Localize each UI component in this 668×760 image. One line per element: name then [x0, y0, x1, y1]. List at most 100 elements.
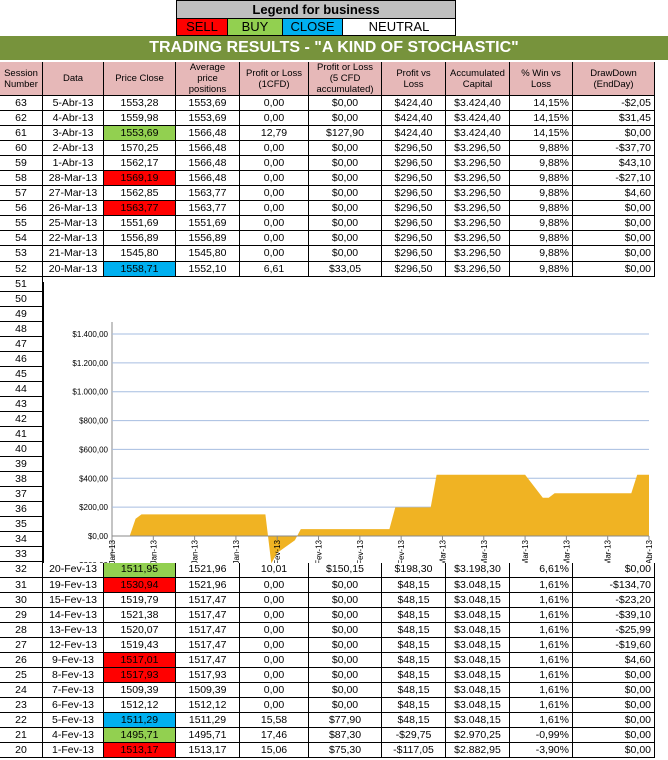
cell-9: -$19,60: [573, 637, 655, 653]
cell-1: 22-Mar-13: [43, 231, 104, 247]
y-tick-label: $600,00: [79, 445, 108, 454]
cell-8: 9,88%: [510, 231, 573, 247]
table-row: 21 4-Fev-13 1495,71 1495,71 17,46 $87,30 -$29,…: [0, 727, 655, 744]
cell-8: 1,61%: [510, 637, 573, 653]
table-row: 52 20-Mar-13 1558,71 1552,10 6,61 $33,05 $296,…: [0, 261, 655, 277]
cell-9: -$27,10: [573, 171, 655, 187]
cell-2: 1570,25: [104, 141, 176, 157]
column-header: Profit or Loss (1CFD): [240, 62, 309, 96]
table-row: 33: [0, 547, 655, 563]
table-row: 61 3-Abr-13 1553,69 1566,48 12,79 $127,90 $424…: [0, 126, 655, 142]
cell-2: 1512,12: [104, 697, 176, 713]
cell-3: 1521,96: [176, 577, 240, 593]
cell-9: $0,00: [573, 697, 655, 713]
cell-1: 25-Mar-13: [43, 216, 104, 232]
cell-1: 5-Fev-13: [43, 712, 104, 728]
cell-7: $3.048,15: [446, 577, 510, 593]
cell-4: 0,00: [240, 637, 309, 653]
cell-2: 1509,39: [104, 682, 176, 698]
cell-3: 1551,69: [176, 216, 240, 232]
cell-9: -$134,70: [573, 577, 655, 593]
cell-5: $0,00: [309, 652, 382, 668]
cell-8: 1,61%: [510, 607, 573, 623]
cell-4: 0,00: [240, 246, 309, 262]
cell-8: 6,61%: [510, 562, 573, 578]
cell-5: $127,90: [309, 126, 382, 142]
cell-3: 1512,12: [176, 697, 240, 713]
cell-6: $296,50: [382, 231, 446, 247]
cell-1: 26-Mar-13: [43, 201, 104, 217]
cell-2: 1519,79: [104, 592, 176, 608]
cell-9: $31,45: [573, 111, 655, 127]
cell-1: 19-Fev-13: [43, 577, 104, 593]
cell-3: 1566,48: [176, 141, 240, 157]
table-row: 45: [0, 366, 655, 382]
cell-0: 26: [0, 652, 43, 668]
cell-7: $3.424,40: [446, 96, 510, 112]
cell-0: 56: [0, 201, 43, 217]
cell-7: $2.970,25: [446, 727, 510, 744]
column-header: Price Close: [104, 62, 176, 96]
cell-1: 2-Abr-13: [43, 141, 104, 157]
cell-7: $3.048,15: [446, 667, 510, 683]
area-series: [129, 474, 649, 564]
column-header: % Win vs Loss: [510, 62, 573, 96]
session-number: 35: [0, 517, 43, 533]
header-row: Session Number Data Price Close Average pri…: [0, 62, 655, 96]
table-row: 32 20-Fev-13 1511,95 1521,96 10,01 $150,15 $19…: [0, 562, 655, 578]
cell-9: $0,00: [573, 201, 655, 217]
cell-2: 1562,17: [104, 156, 176, 172]
session-number: 34: [0, 532, 43, 548]
cell-8: 1,61%: [510, 592, 573, 608]
cell-0: 31: [0, 577, 43, 593]
session-number: 45: [0, 366, 43, 382]
cell-4: 15,06: [240, 743, 309, 759]
cell-7: $3.048,15: [446, 622, 510, 638]
cell-4: 0,00: [240, 216, 309, 232]
cell-4: 0,00: [240, 667, 309, 683]
cell-5: $77,90: [309, 712, 382, 728]
column-header: DrawDown (EndDay): [573, 62, 655, 96]
cell-7: $3.296,50: [446, 171, 510, 187]
cell-3: 1545,80: [176, 246, 240, 262]
session-number: 40: [0, 442, 43, 458]
cell-6: $296,50: [382, 246, 446, 262]
cell-6: $48,15: [382, 697, 446, 713]
cell-5: $150,15: [309, 562, 382, 578]
table-row: 31 19-Fev-13 1530,94 1521,96 0,00 $0,00 $48,15…: [0, 577, 655, 593]
x-tick-label: 25-Jan-13: [232, 539, 241, 563]
cell-1: 4-Fev-13: [43, 727, 104, 744]
cell-5: $0,00: [309, 622, 382, 638]
column-header: Accumulated Capital: [446, 62, 510, 96]
cell-7: $2.882,95: [446, 743, 510, 759]
cell-2: 1511,95: [104, 562, 176, 578]
cell-6: $48,15: [382, 712, 446, 728]
cell-5: $0,00: [309, 607, 382, 623]
cell-0: 62: [0, 111, 43, 127]
cell-5: $33,05: [309, 261, 382, 277]
cell-4: 17,46: [240, 727, 309, 744]
cell-3: 1511,29: [176, 712, 240, 728]
cell-2: 1495,71: [104, 727, 176, 744]
legend-buy: BUY: [228, 19, 283, 35]
table-row: 63 5-Abr-13 1553,28 1553,69 0,00 $0,00 $424,40…: [0, 96, 655, 112]
cell-2: 1569,19: [104, 171, 176, 187]
x-tick-label: 15-Mar-13: [521, 539, 530, 563]
cell-4: 12,79: [240, 126, 309, 142]
cell-8: 9,88%: [510, 186, 573, 202]
table-row: 35: [0, 517, 655, 533]
y-tick-label: $1.000,00: [72, 388, 108, 397]
cell-9: $0,00: [573, 261, 655, 277]
cell-1: 1-Abr-13: [43, 156, 104, 172]
cell-1: 13-Fev-13: [43, 622, 104, 638]
cell-8: 9,88%: [510, 216, 573, 232]
cell-2: 1519,43: [104, 637, 176, 653]
table-row: 27 12-Fev-13 1519,43 1517,47 0,00 $0,00 $48,15…: [0, 637, 655, 653]
cell-1: 28-Mar-13: [43, 171, 104, 187]
cell-3: 1517,47: [176, 637, 240, 653]
cell-2: 1520,07: [104, 622, 176, 638]
session-number: 36: [0, 502, 43, 518]
x-tick-label: 5-Abr-13: [645, 539, 654, 563]
legend-items: SELL BUY CLOSE NEUTRAL: [176, 18, 456, 36]
cell-7: $3.296,50: [446, 246, 510, 262]
